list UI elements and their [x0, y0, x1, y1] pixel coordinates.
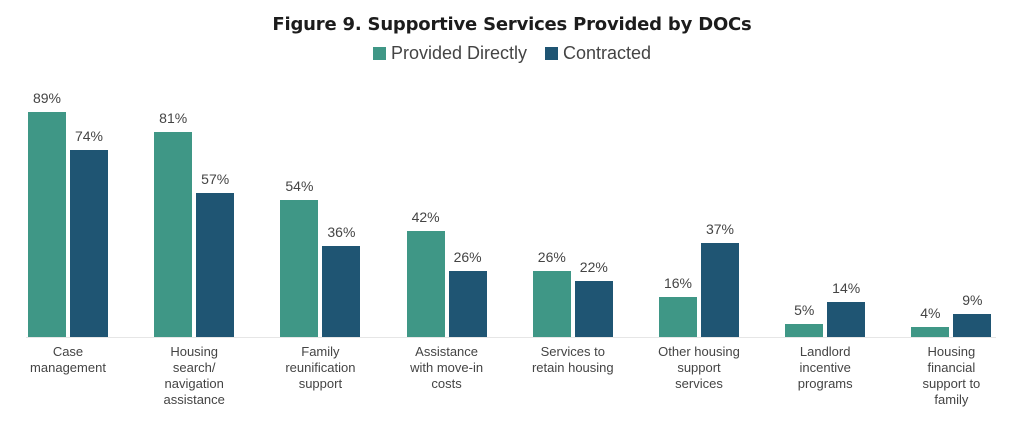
x-axis-baseline — [26, 337, 996, 338]
category-label: Housing search/ navigation assistance — [163, 344, 225, 407]
bar-group: 16% 37% Other housing support services — [658, 0, 783, 443]
bar-group: 26% 22% Services to retain housing — [532, 0, 657, 443]
chart-title: Figure 9. Supportive Services Provided b… — [272, 14, 752, 35]
bar-value-label: 26% — [537, 249, 566, 266]
bar-value-label: 81% — [159, 110, 188, 127]
bar-provided-directly — [532, 271, 571, 337]
legend-swatch-provided-directly — [372, 47, 386, 60]
bar-contracted — [827, 301, 866, 337]
bar-contracted — [701, 243, 739, 337]
category-label: Other housing support services — [658, 344, 740, 391]
legend-label: Provided Directly — [390, 43, 527, 63]
bar-contracted — [322, 246, 361, 337]
category-label: Family reunification support — [285, 344, 356, 391]
bar-group: 54% 36% Family reunification support — [280, 0, 404, 443]
bar-group: 81% 57% Housing search/ navigation assista… — [154, 0, 278, 443]
bar-value-label: 42% — [411, 208, 440, 225]
bar-provided-directly — [911, 326, 950, 337]
bar-contracted — [70, 149, 108, 337]
bar-value-label: 37% — [705, 221, 735, 238]
bar-group: 89% 74% Case management — [28, 0, 152, 443]
legend-swatch-contracted — [544, 47, 558, 60]
bar-value-label: 5% — [794, 302, 815, 319]
legend-label: Contracted — [562, 43, 652, 63]
bar-value-label: 22% — [579, 259, 608, 276]
bar-group: 5% 14% Landlord incentive programs — [785, 0, 909, 443]
category-label: Case management — [30, 344, 106, 375]
bar-contracted — [953, 314, 992, 337]
bar-contracted — [448, 271, 487, 337]
legend: Provided Directly Contracted — [0, 43, 1024, 64]
legend-item-provided-directly: Provided Directly — [372, 43, 527, 64]
bar-group: 42% 26% Assistance with move-in costs — [406, 0, 531, 443]
category-label: Housing financial support to family — [922, 344, 981, 407]
bar-value-label: 26% — [453, 249, 482, 266]
bar-value-label: 89% — [32, 90, 62, 106]
bar-value-label: 4% — [920, 304, 941, 321]
bar-provided-directly — [406, 230, 445, 337]
bar-provided-directly — [28, 112, 66, 337]
bar-value-label: 54% — [285, 178, 314, 195]
legend-item-contracted: Contracted — [544, 43, 652, 64]
bar-provided-directly — [280, 200, 319, 337]
bar-provided-directly — [659, 296, 697, 337]
bar-contracted — [574, 281, 613, 337]
bar-contracted — [196, 192, 235, 337]
bar-group: 4% 9% Housing financial support to family — [911, 0, 1024, 443]
bar-value-label: 14% — [832, 279, 861, 296]
category-label: Assistance with move-in costs — [410, 344, 484, 391]
bar-value-label: 16% — [663, 274, 693, 291]
bar-value-label: 9% — [962, 292, 983, 309]
bar-value-label: 74% — [74, 127, 104, 144]
bar-provided-directly — [154, 132, 193, 337]
bar-value-label: 36% — [327, 223, 356, 240]
category-label: Landlord incentive programs — [797, 344, 853, 391]
bar-value-label: 57% — [201, 170, 230, 187]
bar-provided-directly — [785, 324, 824, 337]
category-label: Services to retain housing — [531, 344, 614, 375]
